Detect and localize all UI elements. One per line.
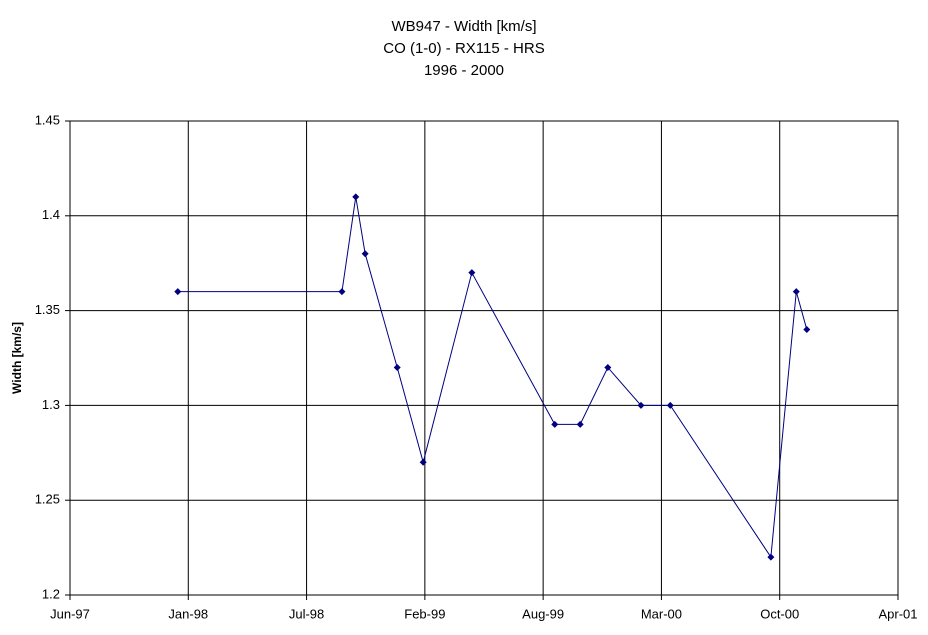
data-point [174,288,182,296]
x-tick-label: Jun-97 [50,606,90,621]
x-tick-label: Mar-00 [641,606,682,621]
data-point [352,193,360,201]
data-point [792,288,800,296]
x-tick-label: Aug-99 [522,606,564,621]
data-point [468,269,476,277]
data-point [419,458,427,466]
data-point [637,401,645,409]
y-tick-label: 1.3 [42,397,60,412]
x-tick-label: Apr-01 [878,606,917,621]
data-point [767,553,775,561]
y-tick-label: 1.2 [42,586,60,601]
chart-subtitle: CO (1-0) - RX115 - HRS [383,40,544,57]
x-tick-label: Feb-99 [404,606,445,621]
y-tick-label: 1.45 [35,112,60,127]
data-point [576,420,584,428]
chart-title: WB947 - Width [km/s] [391,18,536,35]
x-tick-label: Jan-98 [168,606,208,621]
x-tick-label: Jul-98 [289,606,324,621]
y-tick-label: 1.35 [35,302,60,317]
data-point [604,363,612,371]
chart-subtitle: 1996 - 2000 [424,62,504,79]
data-point [338,288,346,296]
data-point [803,326,811,334]
data-point [666,401,674,409]
y-tick-label: 1.4 [42,207,60,222]
data-point [393,363,401,371]
data-point [551,420,559,428]
x-tick-label: Oct-00 [760,606,799,621]
y-tick-label: 1.25 [35,492,60,507]
data-point [361,250,369,258]
plot-area [69,120,899,596]
y-axis-label: Width [km/s] [10,322,24,394]
